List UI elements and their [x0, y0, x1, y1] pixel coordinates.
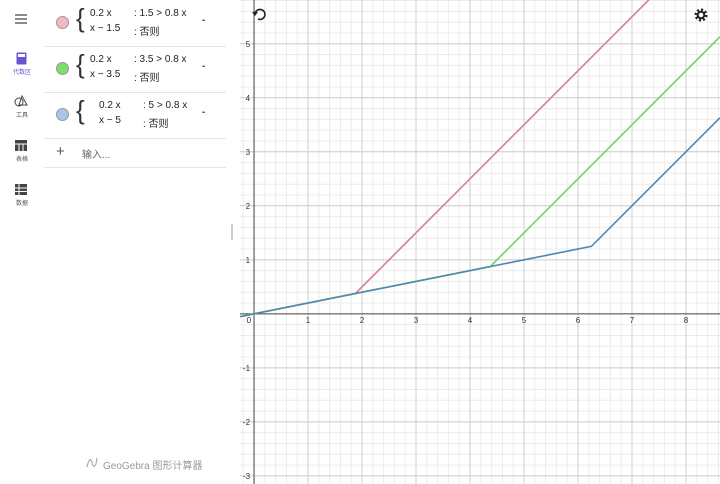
visibility-dot[interactable]	[56, 62, 69, 75]
brace: {	[76, 95, 85, 125]
case-cond: : 否则	[134, 73, 160, 84]
case-cond: : 否则	[143, 119, 169, 130]
rail-label[interactable]: 数据	[15, 201, 28, 207]
y-tick-label: -2	[243, 418, 251, 427]
algebra-entry[interactable]: {0.2 x : 3.5 > 0.8 x x − 3.5 : 否则 •••	[44, 46, 226, 93]
input-placeholder[interactable]: 输入...	[82, 150, 111, 161]
case-expr: 0.2 x	[90, 54, 112, 65]
algebra-entry[interactable]: {0.2 x : 1.5 > 0.8 x x − 1.5 : 否则 •••	[44, 0, 226, 47]
case-expr: x − 5	[99, 115, 121, 126]
rail-label[interactable]: 代数区	[12, 70, 31, 76]
algebra-icon[interactable]	[16, 52, 27, 65]
x-tick-label: 2	[360, 316, 365, 325]
function-curve	[240, 36, 720, 318]
y-tick-label: -3	[243, 472, 251, 481]
x-tick-label: 4	[468, 316, 473, 325]
brace: {	[76, 3, 85, 33]
menu-icon[interactable]	[14, 13, 28, 25]
footer: GeoGebra 图形计算器	[103, 461, 203, 472]
algebra-entry[interactable]: {0.2 x : 5 > 0.8 x x − 5 : 否则 •••	[44, 92, 226, 139]
rail-label[interactable]: 表格	[15, 157, 28, 163]
more-button[interactable]: •••	[202, 64, 205, 70]
case-cond: : 3.5 > 0.8 x	[134, 54, 187, 65]
case-expr: x − 1.5	[90, 23, 121, 34]
y-tick-label: 1	[246, 256, 251, 265]
table-icon[interactable]	[15, 140, 27, 151]
y-tick-label: 3	[246, 148, 251, 157]
more-button[interactable]: •••	[202, 110, 205, 116]
case-cond: : 否则	[134, 27, 160, 38]
add-icon[interactable]: +	[56, 143, 65, 160]
x-tick-label: 0	[247, 316, 252, 325]
x-tick-label: 6	[576, 316, 581, 325]
case-expr: 0.2 x	[90, 8, 112, 19]
x-tick-label: 7	[630, 316, 635, 325]
brace: {	[76, 49, 85, 79]
tools-icon[interactable]	[14, 95, 28, 107]
y-tick-label: 5	[246, 40, 251, 49]
logo	[86, 457, 98, 468]
visibility-dot[interactable]	[56, 108, 69, 121]
y-tick-label: 4	[246, 94, 251, 103]
y-tick-label: 2	[246, 202, 251, 211]
graphics-view: 0 1 2 3 4 5 6 7 8 -3 -2 -1 1 2 3 4 5	[240, 0, 720, 484]
x-tick-label: 1	[306, 316, 311, 325]
settings-icon[interactable]	[694, 8, 708, 22]
x-tick-label: 8	[684, 316, 689, 325]
x-tick-label: 3	[414, 316, 419, 325]
case-expr: 0.2 x	[99, 100, 121, 111]
resize-handle[interactable]	[231, 224, 233, 240]
input-row[interactable]: + 输入...	[44, 138, 226, 168]
rail-label[interactable]: 工具	[15, 113, 28, 119]
side-rail: 代数区 工具 表格 数据	[0, 0, 44, 484]
visibility-dot[interactable]	[56, 16, 69, 29]
undo-icon[interactable]	[252, 8, 266, 22]
more-button[interactable]: •••	[202, 18, 205, 24]
y-tick-label: -1	[243, 364, 251, 373]
data-icon[interactable]	[15, 184, 27, 195]
function-curve	[240, 117, 720, 318]
case-expr: x − 3.5	[90, 69, 121, 80]
case-cond: : 5 > 0.8 x	[143, 100, 188, 111]
case-cond: : 1.5 > 0.8 x	[134, 8, 187, 19]
x-tick-label: 5	[522, 316, 527, 325]
